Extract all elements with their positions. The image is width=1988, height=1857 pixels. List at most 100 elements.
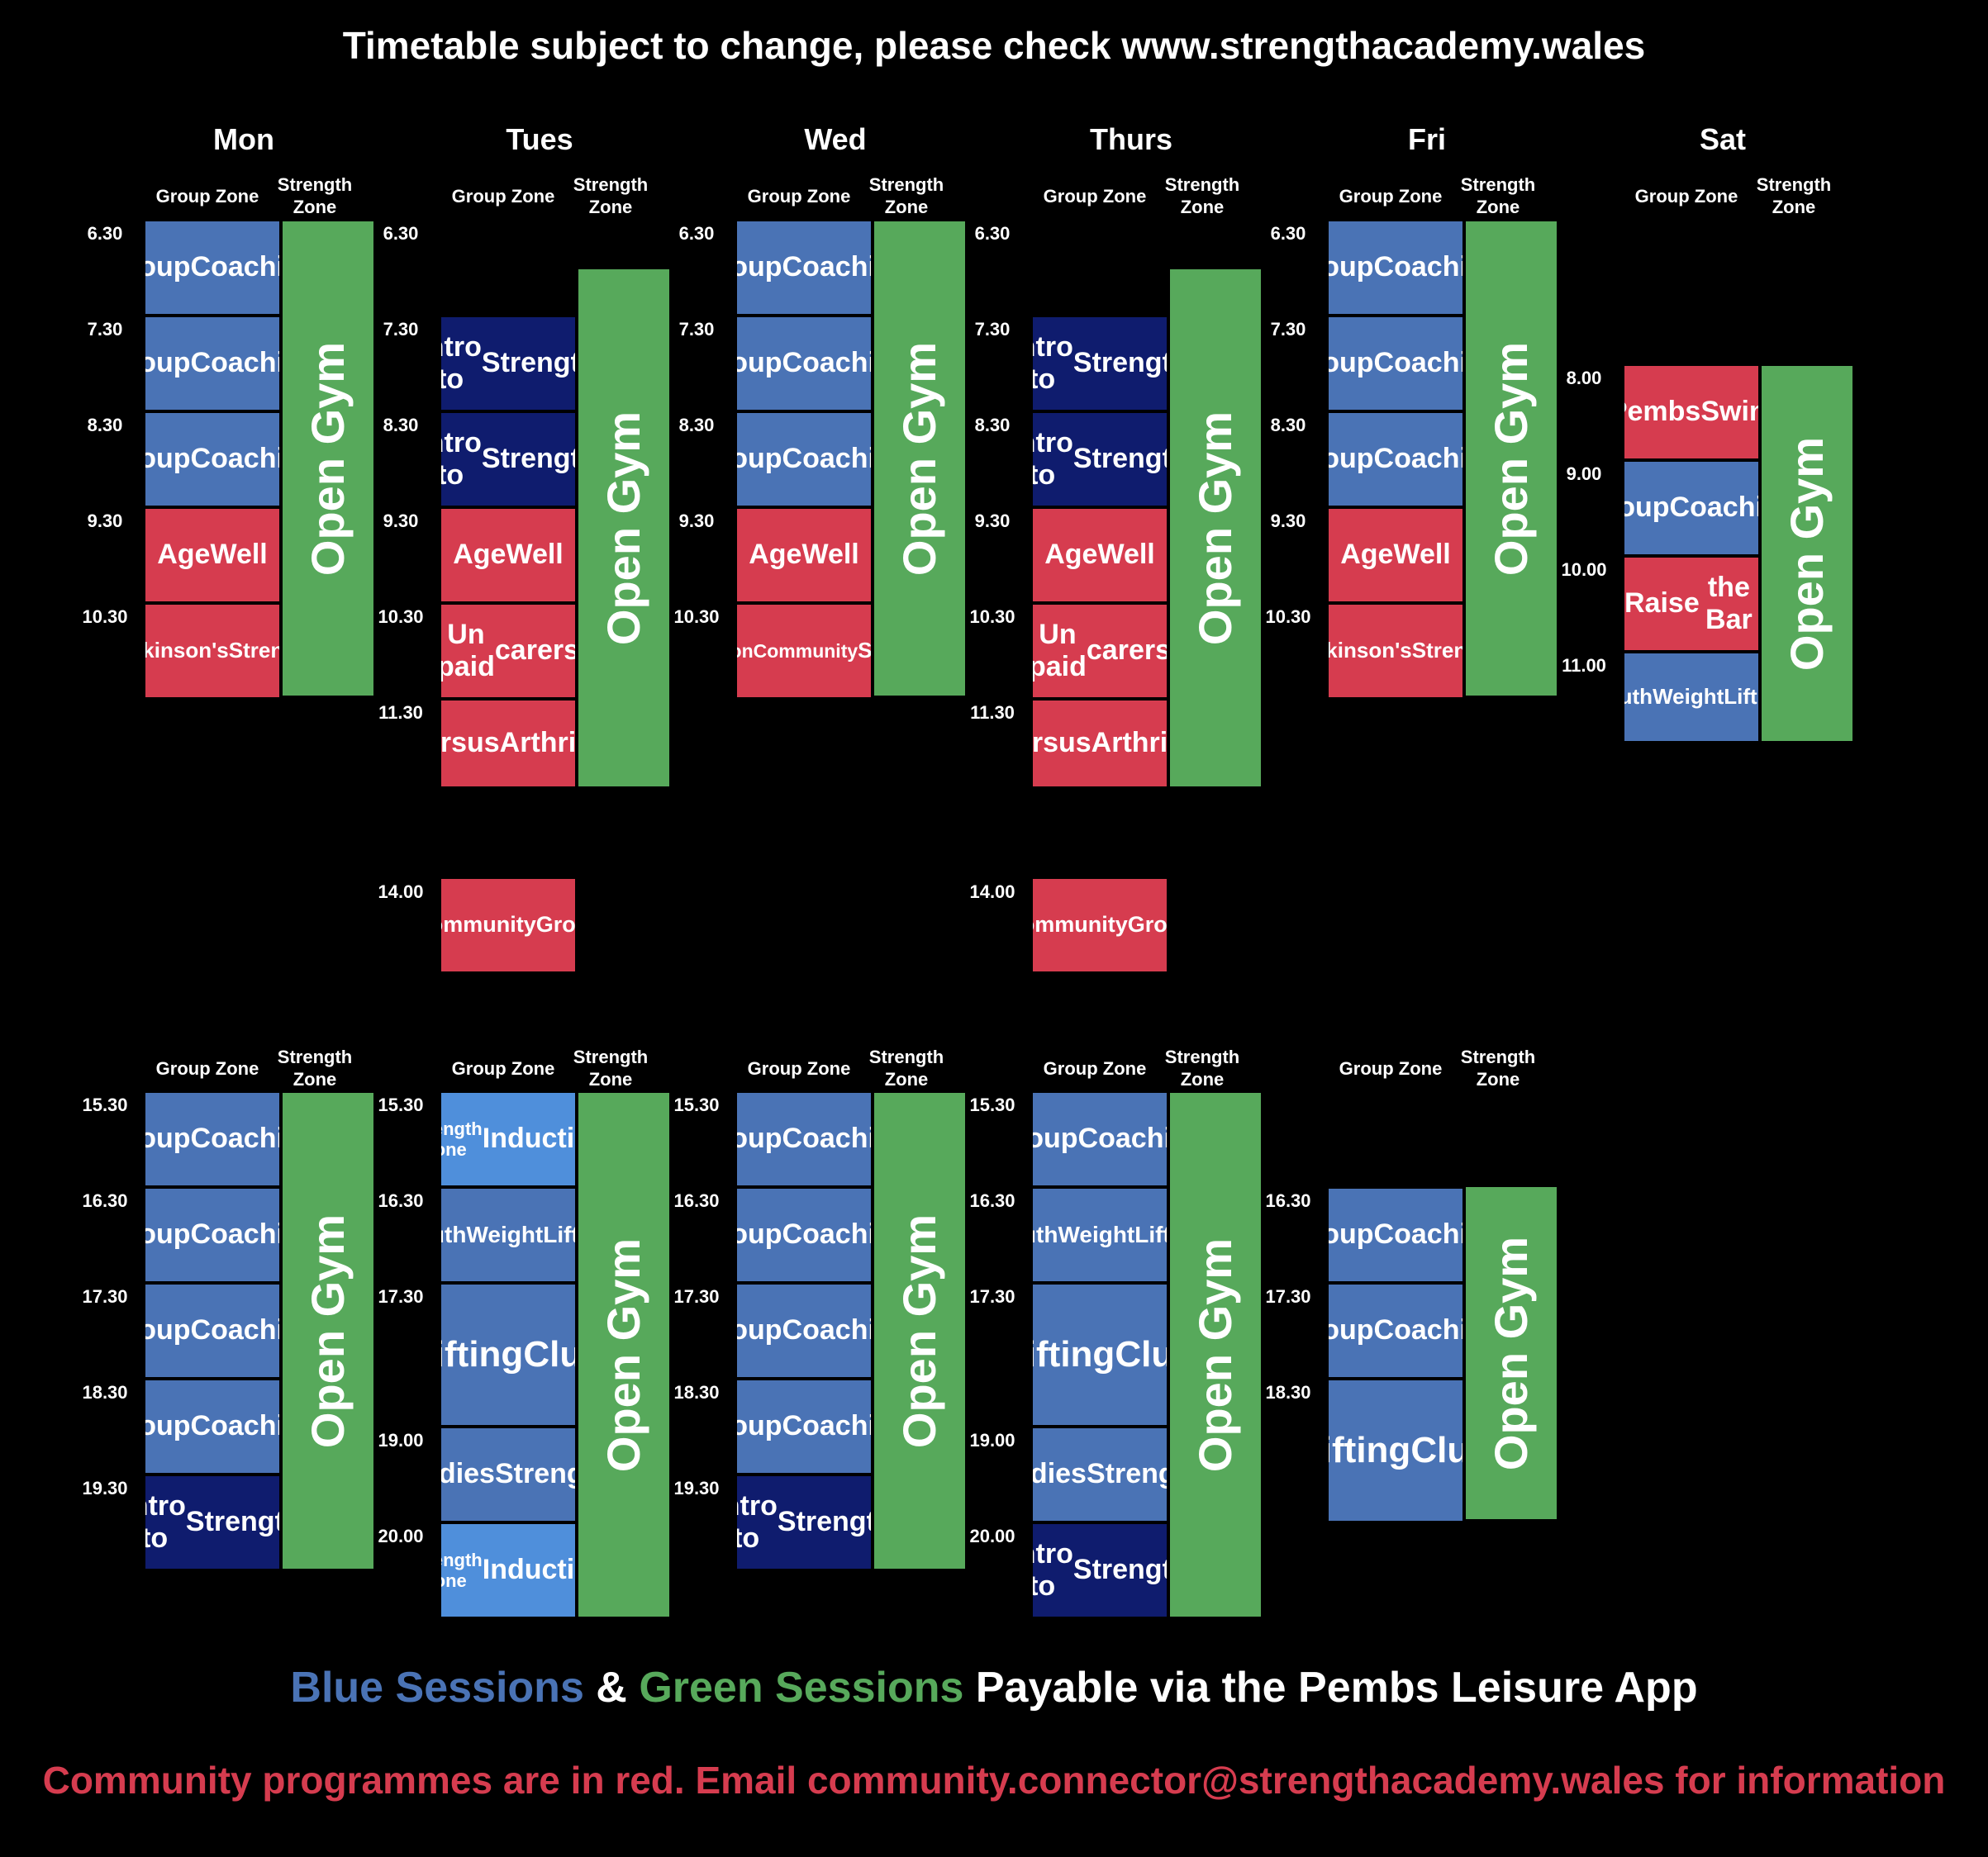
session-label-line: Well [801, 539, 859, 571]
session-block[interactable]: Intro toStrength [1033, 1524, 1167, 1617]
day-header-thurs: Thurs [1089, 122, 1172, 156]
session-block[interactable]: Strength ZoneInduction [441, 1093, 575, 1185]
time-label: 7.30 [383, 319, 419, 340]
session-block[interactable]: GroupCoaching [1329, 1285, 1462, 1377]
open-gym-block[interactable]: Open Gym [578, 269, 669, 786]
open-gym-block[interactable]: Open Gym [1466, 221, 1557, 696]
session-block[interactable]: GroupCoaching [737, 1285, 871, 1377]
session-block[interactable]: YouthWeightLifting [441, 1189, 575, 1281]
session-block[interactable]: GroupCoaching [737, 1093, 871, 1185]
session-label-line: Strength Zone [441, 1118, 483, 1160]
strength-zone-header-line2: Zone [884, 197, 929, 217]
session-block[interactable]: GroupCoaching [737, 221, 871, 314]
session-block[interactable]: InductionCommunitySession [737, 605, 871, 697]
session-block[interactable]: LadiesStrength [441, 1428, 575, 1521]
session-label-line: Community [441, 912, 536, 938]
session-block[interactable]: GroupCoaching [145, 317, 279, 410]
session-label-line: Coaching [190, 1314, 279, 1346]
session-block[interactable]: Un paid carers [441, 605, 575, 697]
open-gym-block[interactable]: Open Gym [283, 221, 373, 696]
session-block[interactable]: GroupCoaching [737, 1380, 871, 1473]
session-block[interactable]: Age Well [441, 509, 575, 601]
session-block[interactable]: Intro toStrength [441, 413, 575, 506]
session-block[interactable]: Age Well [737, 509, 871, 601]
session-label-line: Lifting [1724, 684, 1758, 710]
session-label-line: Coaching [190, 347, 279, 379]
strength-zone-header-line2: Zone [588, 197, 633, 217]
open-gym-block[interactable]: Open Gym [874, 1093, 965, 1569]
session-label-line: Strength [1072, 443, 1167, 475]
session-block[interactable]: GroupCoaching [737, 317, 871, 410]
session-block[interactable]: GroupCoaching [1329, 221, 1462, 314]
open-gym-block[interactable]: Open Gym [874, 221, 965, 696]
session-block[interactable]: GroupCoaching [145, 221, 279, 314]
session-block[interactable]: Strength ZoneInduction [441, 1524, 575, 1617]
session-block[interactable]: GroupCoaching [145, 1380, 279, 1473]
open-gym-block[interactable]: Open Gym [1170, 1093, 1261, 1617]
session-label-line: Lifting [1033, 1333, 1115, 1375]
open-gym-block[interactable]: Open Gym [283, 1093, 373, 1569]
session-label-line: Community [753, 639, 858, 662]
session-block[interactable]: GroupCoaching [145, 1093, 279, 1185]
session-block[interactable]: YouthWeightLifting [1033, 1189, 1167, 1281]
session-label-line: Arthritis [499, 727, 575, 759]
session-block[interactable]: Intro toStrength [145, 1476, 279, 1569]
session-block[interactable]: GroupCoaching [1329, 413, 1462, 506]
session-block[interactable]: Raise the Bar [1624, 558, 1758, 650]
session-label-line: Strength [185, 1506, 279, 1538]
group-zone-header: Group Zone [155, 186, 259, 207]
session-block[interactable]: Age Well [1329, 509, 1462, 601]
session-block[interactable]: GroupCoaching [145, 1285, 279, 1377]
session-block[interactable]: LiftingClub [441, 1285, 575, 1425]
session-label-line: Group [737, 1123, 782, 1155]
session-block[interactable]: YouthWeightLifting [1624, 653, 1758, 741]
session-block[interactable]: GroupCoaching [145, 1189, 279, 1281]
time-label: 18.30 [673, 1382, 720, 1403]
session-label-line: Group [1624, 492, 1670, 524]
session-label-line: Ladies [441, 1458, 495, 1490]
session-block[interactable]: GroupCoaching [1624, 462, 1758, 554]
session-block[interactable]: Parkinson'sStrength [145, 605, 279, 697]
session-block[interactable]: GroupCoaching [1329, 317, 1462, 410]
session-block[interactable]: GroupCoaching [737, 413, 871, 506]
session-block[interactable]: CommunityGroup [1033, 879, 1167, 971]
strength-zone-header: Strength Zone [1444, 1046, 1552, 1090]
open-gym-label: Open Gym [1781, 436, 1833, 671]
strength-zone-header: Strength Zone [261, 1046, 369, 1090]
session-block[interactable]: Un paid carers [1033, 605, 1167, 697]
strength-zone-header-line1: Strength [277, 1047, 353, 1067]
session-block[interactable]: GroupCoaching [737, 1189, 871, 1281]
group-zone-header: Group Zone [747, 1058, 851, 1079]
session-block[interactable]: GroupCoaching [1033, 1093, 1167, 1185]
session-block[interactable]: LiftingClub [1033, 1285, 1167, 1425]
time-label: 16.30 [378, 1190, 424, 1211]
session-block[interactable]: PembsSwim [1624, 366, 1758, 458]
time-label: 19.00 [969, 1430, 1015, 1451]
session-block[interactable]: GroupCoaching [145, 413, 279, 506]
session-label-line: Coaching [782, 347, 871, 379]
time-label: 8.30 [87, 415, 123, 435]
session-label-line: Intro to [441, 330, 482, 395]
session-block[interactable]: LadiesStrength [1033, 1428, 1167, 1521]
session-label-line: Coaching [782, 251, 871, 283]
session-block[interactable]: Intro toStrength [1033, 317, 1167, 410]
session-block[interactable]: Intro toStrength [441, 317, 575, 410]
session-block[interactable]: LiftingClub [1329, 1380, 1462, 1521]
open-gym-label: Open Gym [302, 341, 354, 576]
session-block[interactable]: CommunityGroup [441, 879, 575, 971]
group-zone-header: Group Zone [1339, 1058, 1443, 1079]
session-block[interactable]: Intro toStrength [737, 1476, 871, 1569]
open-gym-block[interactable]: Open Gym [1762, 366, 1852, 741]
session-block[interactable]: Age Well [1033, 509, 1167, 601]
session-block[interactable]: Intro toStrength [1033, 413, 1167, 506]
session-block[interactable]: GroupCoaching [1329, 1189, 1462, 1281]
open-gym-block[interactable]: Open Gym [1170, 269, 1261, 786]
green-sessions-label: Green Sessions [639, 1664, 964, 1712]
session-block[interactable]: Parkinson'sStrength [1329, 605, 1462, 697]
session-block[interactable]: Age Well [145, 509, 279, 601]
open-gym-block[interactable]: Open Gym [1466, 1187, 1557, 1519]
session-label-line: Strength [1411, 638, 1462, 663]
session-block[interactable]: VersusArthritis [441, 701, 575, 786]
session-block[interactable]: VersusArthritis [1033, 701, 1167, 786]
open-gym-block[interactable]: Open Gym [578, 1093, 669, 1617]
